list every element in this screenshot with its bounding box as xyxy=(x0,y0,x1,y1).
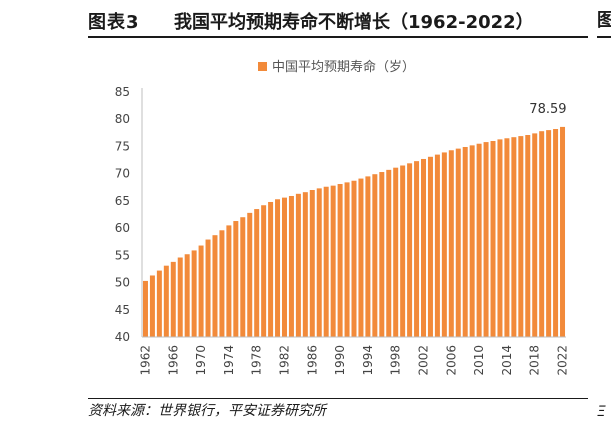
bar xyxy=(142,280,148,337)
figure-header: 图表3 我国平均预期寿命不断增长（1962-2022） xyxy=(88,6,588,38)
bar xyxy=(386,169,392,337)
bar xyxy=(518,136,524,337)
bar xyxy=(497,139,503,337)
bar xyxy=(379,172,385,337)
bar xyxy=(393,167,399,337)
y-tick-label: 80 xyxy=(115,112,130,126)
y-tick-label: 50 xyxy=(115,276,130,290)
source-note: 资料来源：世界银行，平安证券研究所 xyxy=(88,398,588,425)
bar xyxy=(330,185,336,337)
figure-number: 图表3 xyxy=(88,12,140,33)
bar xyxy=(177,257,183,337)
bar xyxy=(504,138,510,337)
x-tick-label: 2018 xyxy=(528,345,542,376)
bar xyxy=(309,190,315,337)
bar xyxy=(546,130,552,337)
x-tick-label: 1998 xyxy=(389,345,403,376)
bar xyxy=(323,186,329,337)
bar xyxy=(184,254,190,337)
y-tick-label: 60 xyxy=(115,221,130,235)
bar xyxy=(302,192,308,337)
bar xyxy=(149,275,155,337)
bar xyxy=(205,239,211,337)
y-tick-label: 65 xyxy=(115,194,130,208)
x-tick-label: 1962 xyxy=(138,345,152,376)
adjacent-figure-fragment: 图 xyxy=(597,6,611,38)
y-tick-label: 55 xyxy=(115,248,130,262)
bar xyxy=(448,150,454,337)
bar xyxy=(400,165,406,337)
bar xyxy=(268,201,274,337)
y-tick-label: 75 xyxy=(115,139,130,153)
bar xyxy=(365,176,371,337)
x-tick-label: 1978 xyxy=(250,345,264,376)
bar xyxy=(261,205,267,337)
bar xyxy=(198,245,204,337)
adjacent-footer-fragment: Ξ xyxy=(597,404,606,420)
bar xyxy=(462,146,468,337)
bar xyxy=(316,188,322,337)
bar xyxy=(532,133,538,337)
x-tick-label: 1970 xyxy=(194,345,208,376)
bar xyxy=(240,217,246,337)
x-tick-label: 1986 xyxy=(305,345,319,376)
bar xyxy=(421,158,427,337)
bar xyxy=(288,195,294,337)
bar xyxy=(295,193,301,337)
x-tick-label: 1974 xyxy=(222,345,236,376)
bar xyxy=(170,261,176,337)
bar xyxy=(455,148,461,337)
bar xyxy=(511,137,517,337)
data-label: 78.59 xyxy=(529,102,566,117)
bar xyxy=(539,131,545,337)
bar xyxy=(407,163,413,337)
bar xyxy=(434,154,440,337)
bar xyxy=(337,184,343,337)
x-tick-label: 1982 xyxy=(277,345,291,376)
legend-label: 中国平均预期寿命（岁） xyxy=(272,59,415,75)
x-tick-label: 2014 xyxy=(500,345,514,376)
bar xyxy=(226,225,232,337)
bar xyxy=(476,143,482,337)
bar xyxy=(358,178,364,337)
bar xyxy=(191,250,197,337)
y-tick-label: 45 xyxy=(115,303,130,317)
x-tick-label: 1990 xyxy=(333,345,347,376)
bar xyxy=(441,152,447,337)
y-tick-label: 40 xyxy=(115,330,130,344)
figure-title: 我国平均预期寿命不断增长（1962-2022） xyxy=(174,12,534,33)
legend-swatch xyxy=(258,62,267,71)
bar xyxy=(351,180,357,337)
bar xyxy=(427,156,433,337)
bar xyxy=(553,129,559,337)
bar xyxy=(281,197,287,337)
bar xyxy=(156,270,162,337)
bar xyxy=(254,209,260,337)
bar xyxy=(560,126,566,338)
bar xyxy=(469,145,475,337)
bar xyxy=(414,161,420,337)
x-tick-label: 2010 xyxy=(472,345,486,376)
x-tick-label: 1994 xyxy=(361,345,375,376)
bar xyxy=(212,235,218,337)
life-expectancy-chart: 中国平均预期寿命（岁） 40 45 50 55 60 65 70 75 80 85 1962 1966 1… xyxy=(115,59,570,376)
bar xyxy=(525,135,531,337)
bar xyxy=(219,230,225,337)
bar xyxy=(372,174,378,337)
y-tick-label: 85 xyxy=(115,85,130,99)
bar xyxy=(344,182,350,337)
bar xyxy=(490,141,496,337)
bar xyxy=(163,265,169,337)
x-tick-label: 2022 xyxy=(556,345,570,376)
bar xyxy=(275,199,281,337)
bar xyxy=(233,221,239,337)
chart-area: 中国平均预期寿命（岁） 40 45 50 55 60 65 70 75 80 85 1962 1966 1… xyxy=(88,38,588,396)
y-tick-label: 70 xyxy=(115,167,130,181)
bar xyxy=(483,142,489,337)
bar xyxy=(247,212,253,337)
x-tick-label: 1966 xyxy=(166,345,180,376)
x-tick-label: 2006 xyxy=(444,345,458,376)
x-tick-label: 2002 xyxy=(417,345,431,376)
